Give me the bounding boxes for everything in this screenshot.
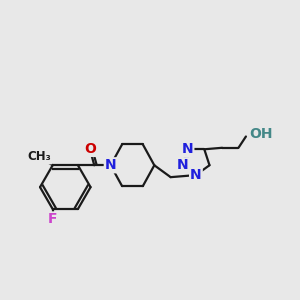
Text: F: F	[48, 212, 57, 226]
Text: N: N	[190, 168, 202, 182]
Text: O: O	[84, 142, 96, 156]
Text: N: N	[105, 158, 116, 172]
Text: CH₃: CH₃	[27, 151, 51, 164]
Text: OH: OH	[250, 127, 273, 141]
Text: N: N	[176, 158, 188, 172]
Text: N: N	[182, 142, 193, 156]
